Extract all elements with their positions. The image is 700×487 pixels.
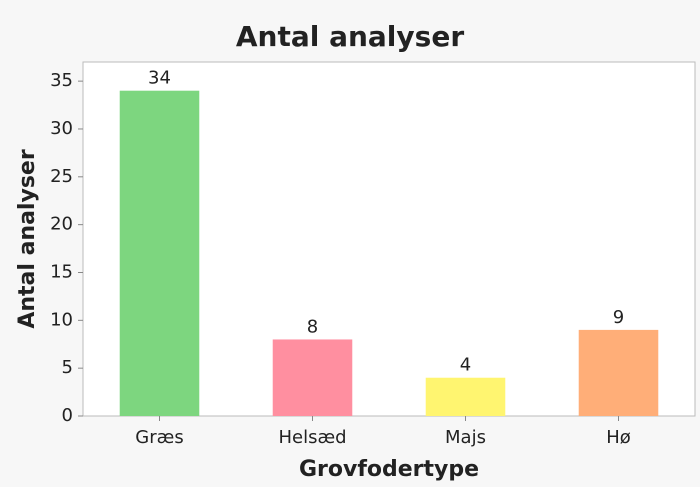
chart-title: Antal analyser — [236, 20, 464, 53]
x-tick-label: Majs — [445, 427, 486, 448]
y-tick-label: 15 — [50, 261, 73, 282]
x-tick-label: Hø — [606, 427, 631, 448]
y-tick-label: 30 — [50, 118, 73, 139]
data-label: 9 — [613, 307, 624, 328]
bar — [272, 339, 353, 416]
data-label: 34 — [148, 68, 171, 89]
y-tick-label: 10 — [50, 309, 73, 330]
y-axis-label: Antal analyser — [15, 149, 40, 329]
y-tick-label: 5 — [62, 357, 73, 378]
bar — [119, 90, 200, 417]
data-label: 4 — [460, 355, 471, 376]
y-tick-label: 25 — [50, 166, 73, 187]
y-tick-label: 20 — [50, 214, 73, 235]
y-tick-label: 35 — [50, 70, 73, 91]
x-tick-label: Græs — [135, 427, 183, 448]
bar — [578, 329, 659, 416]
bar — [425, 377, 506, 416]
y-tick-label: 0 — [62, 405, 73, 426]
x-axis-label: Grovfodertype — [299, 457, 479, 482]
x-tick-label: Helsæd — [278, 427, 346, 448]
data-label: 8 — [307, 316, 318, 337]
